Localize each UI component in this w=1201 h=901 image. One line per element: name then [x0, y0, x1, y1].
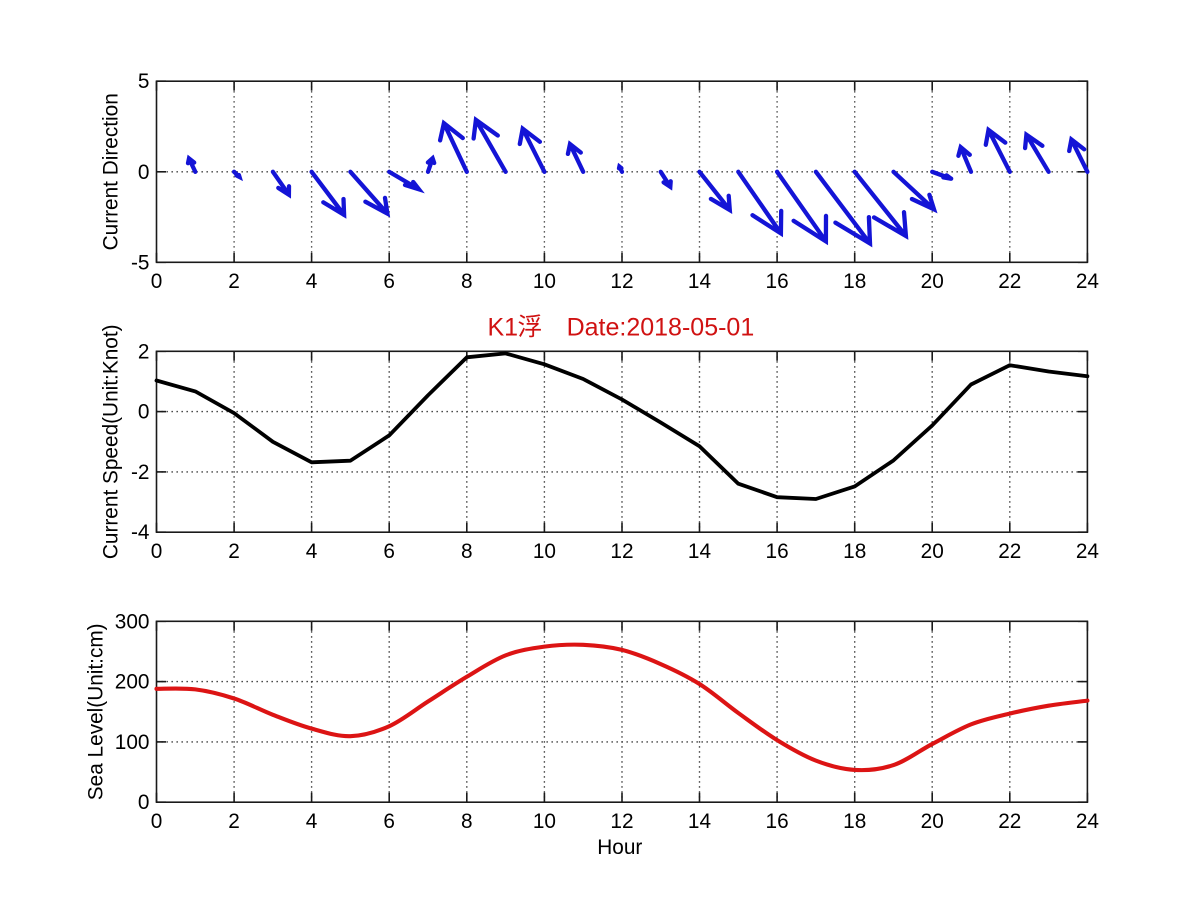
- svg-text:24: 24: [1076, 270, 1099, 293]
- svg-text:12: 12: [610, 810, 633, 833]
- svg-text:6: 6: [383, 270, 395, 293]
- svg-text:14: 14: [688, 270, 711, 293]
- svg-text:6: 6: [383, 540, 395, 563]
- svg-text:10: 10: [533, 270, 556, 293]
- svg-text:100: 100: [115, 731, 150, 754]
- svg-text:22: 22: [998, 810, 1021, 833]
- svg-text:4: 4: [306, 540, 318, 563]
- svg-text:14: 14: [688, 810, 711, 833]
- svg-text:8: 8: [461, 270, 473, 293]
- svg-text:5: 5: [138, 70, 150, 93]
- svg-text:0: 0: [151, 540, 163, 563]
- svg-text:0: 0: [138, 791, 150, 814]
- svg-text:12: 12: [610, 540, 633, 563]
- svg-text:16: 16: [766, 270, 789, 293]
- svg-text:16: 16: [766, 540, 789, 563]
- svg-text:20: 20: [921, 540, 944, 563]
- svg-text:24: 24: [1076, 810, 1099, 833]
- svg-text:0: 0: [138, 401, 150, 424]
- svg-text:-4: -4: [131, 521, 150, 544]
- svg-text:10: 10: [533, 810, 556, 833]
- svg-text:K1: K1: [488, 313, 519, 341]
- svg-text:Sea Level(Unit:cm): Sea Level(Unit:cm): [85, 623, 108, 800]
- svg-text:-2: -2: [131, 461, 150, 484]
- svg-text:6: 6: [383, 810, 395, 833]
- svg-text:200: 200: [115, 671, 150, 694]
- svg-text:18: 18: [843, 810, 866, 833]
- svg-text:-5: -5: [131, 251, 150, 274]
- svg-text:Current Direction: Current Direction: [100, 93, 123, 250]
- svg-text:10: 10: [533, 540, 556, 563]
- svg-text:8: 8: [461, 810, 473, 833]
- svg-text:Current Speed(Unit:Knot): Current Speed(Unit:Knot): [100, 324, 123, 559]
- svg-text:0: 0: [138, 161, 150, 184]
- svg-text:4: 4: [306, 810, 318, 833]
- svg-text:22: 22: [998, 540, 1021, 563]
- svg-text:18: 18: [843, 270, 866, 293]
- svg-text:24: 24: [1076, 540, 1099, 563]
- svg-text:300: 300: [115, 610, 150, 633]
- svg-text:Hour: Hour: [597, 836, 642, 859]
- svg-text:2: 2: [228, 270, 240, 293]
- svg-text:20: 20: [921, 270, 944, 293]
- svg-text:2: 2: [228, 540, 240, 563]
- svg-text:20: 20: [921, 810, 944, 833]
- svg-text:18: 18: [843, 540, 866, 563]
- svg-text:14: 14: [688, 540, 711, 563]
- svg-text:22: 22: [998, 270, 1021, 293]
- svg-text:4: 4: [306, 270, 318, 293]
- svg-text:0: 0: [151, 810, 163, 833]
- svg-text:0: 0: [151, 270, 163, 293]
- svg-text:2: 2: [228, 810, 240, 833]
- svg-text:Date:2018-05-01: Date:2018-05-01: [567, 313, 755, 341]
- svg-text:12: 12: [610, 270, 633, 293]
- svg-text:2: 2: [138, 340, 150, 363]
- svg-text:16: 16: [766, 810, 789, 833]
- svg-text:8: 8: [461, 540, 473, 563]
